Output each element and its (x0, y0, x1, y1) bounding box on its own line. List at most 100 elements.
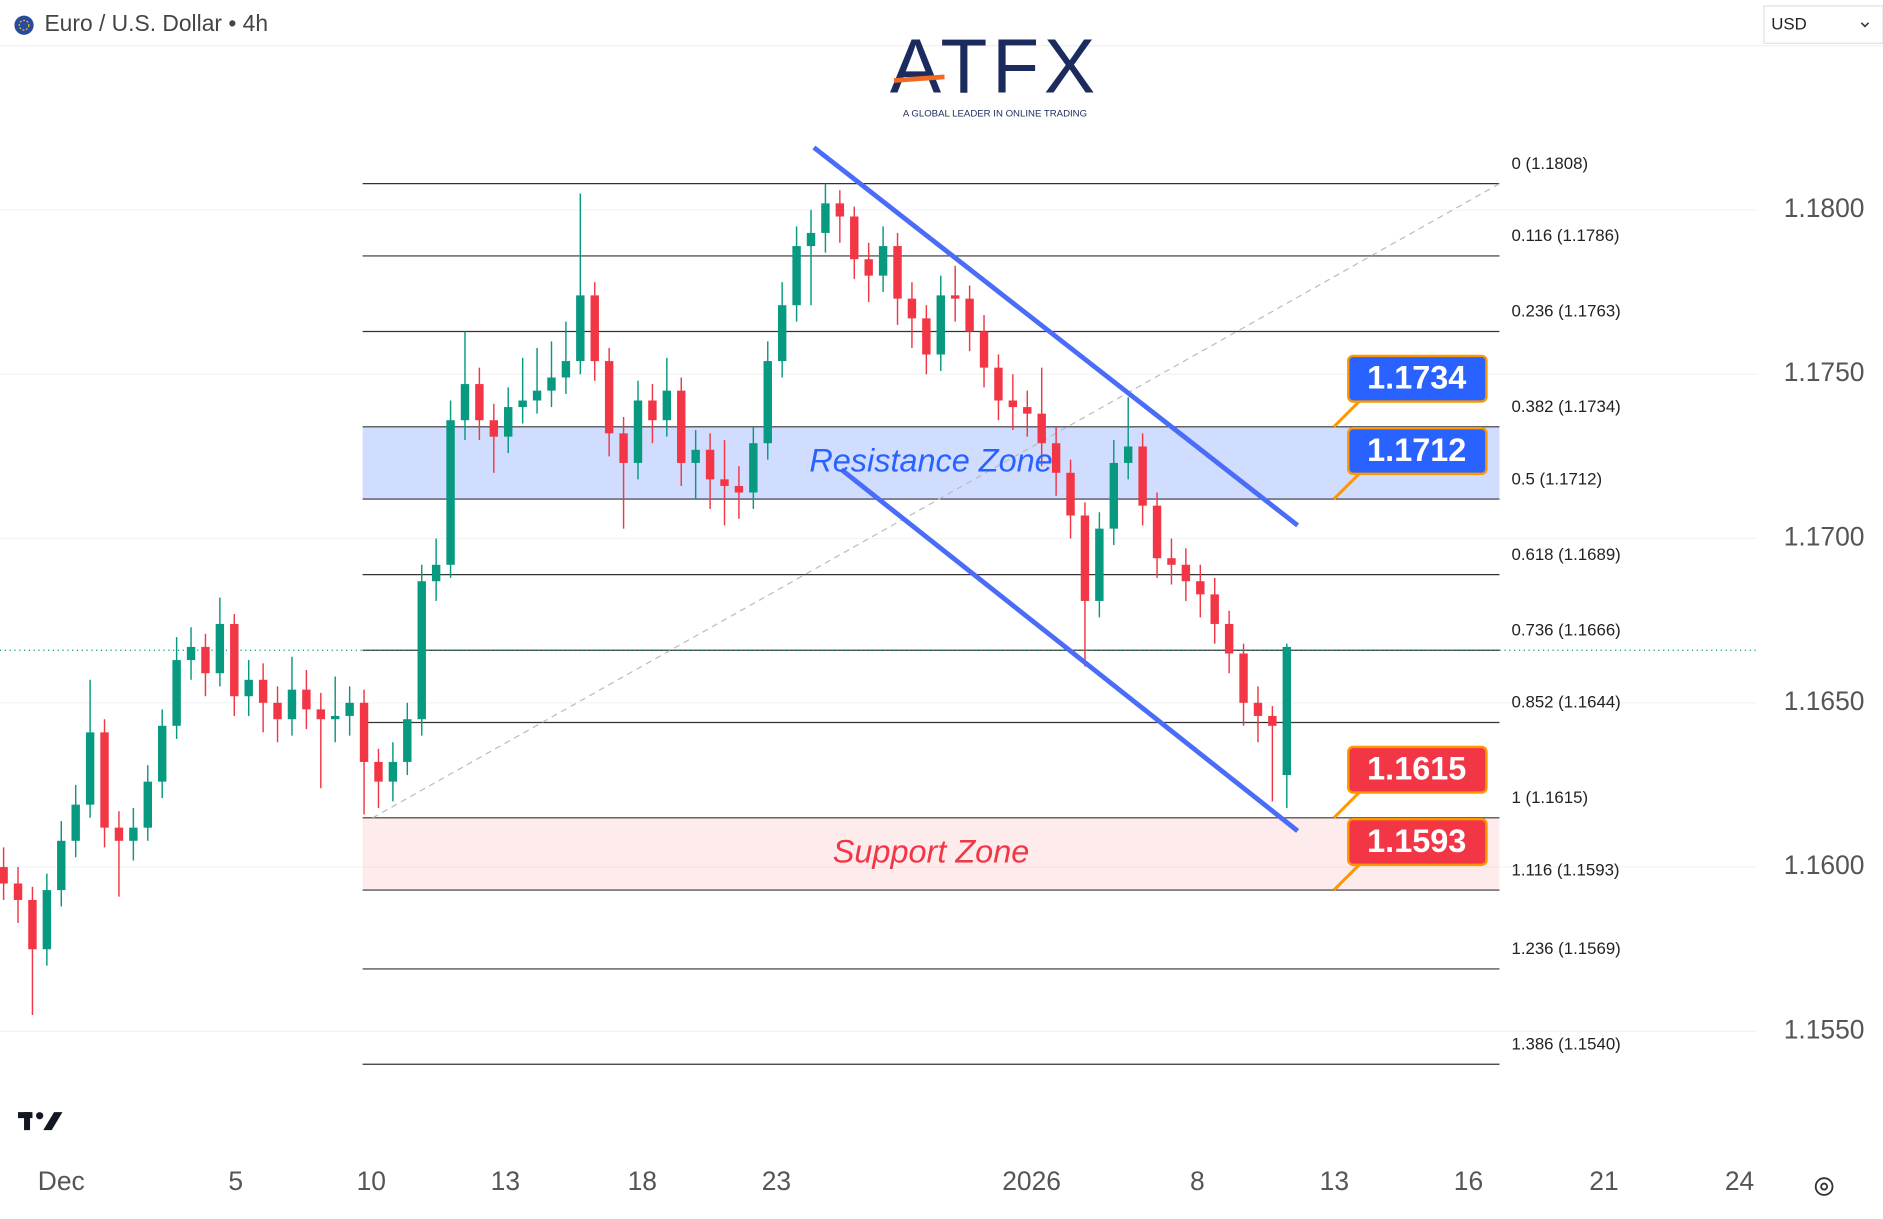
settings-icon[interactable] (1814, 1177, 1834, 1196)
candle-body (1095, 528, 1104, 601)
candle-body (504, 407, 513, 437)
symbol-icon-stars (18, 19, 30, 31)
candle-body (979, 331, 989, 368)
candle-body (518, 400, 527, 408)
candle-body (1181, 564, 1191, 582)
candle-body (172, 660, 181, 726)
candle-body (258, 679, 268, 703)
candle-body (446, 420, 455, 565)
candle-body (691, 449, 700, 463)
candle-body (316, 709, 326, 720)
settings-hub[interactable] (1820, 1182, 1829, 1191)
candle-body (460, 384, 470, 421)
symbol-icon (14, 15, 34, 35)
candle-body (1196, 581, 1205, 595)
fib-label: 0.5 (1.1712) (1511, 469, 1602, 488)
candle-body (143, 781, 152, 828)
price-tag (1347, 354, 1488, 403)
x-tick-label: 13 (1320, 1166, 1349, 1196)
price-tag (1347, 818, 1488, 867)
y-tick-label: 1.1650 (1784, 686, 1865, 716)
candle-body (662, 390, 672, 421)
logo-name: ATFX (890, 23, 1100, 109)
tradingview-logo (18, 1112, 63, 1131)
candle-body (1268, 715, 1277, 726)
fib-label: 1.386 (1.1540) (1511, 1034, 1620, 1053)
candle-body (590, 295, 599, 362)
x-tick-label: 24 (1725, 1166, 1754, 1196)
candle-body (1066, 472, 1075, 516)
candle-body (907, 298, 917, 319)
price-tag (1347, 745, 1488, 794)
candle-body (720, 479, 729, 486)
candle-body (1239, 653, 1248, 703)
candle-body (388, 761, 398, 782)
fib-label: 0.382 (1.1734) (1511, 397, 1620, 416)
fib-label: 0.852 (1.1644) (1511, 693, 1620, 712)
y-tick-label: 1.1700 (1784, 521, 1865, 551)
candle-body (547, 377, 556, 391)
logo-tagline: A GLOBAL LEADER IN ONLINE TRADING (903, 109, 1087, 120)
candle-body (302, 689, 311, 710)
candle-body (1152, 505, 1162, 559)
price-tag-connector (1332, 399, 1362, 428)
price-tag-connector (1332, 471, 1362, 501)
zone (362, 426, 1500, 500)
candle-body (1167, 558, 1176, 565)
candle-body (648, 400, 657, 421)
fib-label: 1 (1.1615) (1511, 788, 1588, 807)
x-tick-label: 16 (1454, 1166, 1483, 1196)
candle-body (129, 827, 138, 841)
candle-body (777, 305, 787, 362)
fib-label: 1.116 (1.1593) (1511, 860, 1619, 879)
plot (0, 145, 1757, 1065)
candle-body (532, 390, 542, 401)
candle-body (835, 203, 845, 217)
candle-body (273, 702, 282, 720)
price-tag (1347, 427, 1488, 476)
candle-body (749, 443, 758, 493)
channel-line (812, 145, 1300, 528)
candle-body (28, 899, 37, 950)
y-tick-label: 1.1550 (1784, 1014, 1865, 1044)
candle-body (806, 232, 816, 247)
fib-label: 1.236 (1.1569) (1511, 939, 1620, 958)
price-tag-label: 1.1615 (1367, 751, 1466, 787)
y-tick-label: 1.1800 (1784, 193, 1865, 223)
candle-body (489, 420, 499, 437)
price-tag-connector (1332, 790, 1362, 819)
candle-body (114, 827, 124, 841)
candle-body (403, 719, 412, 762)
candle-body (950, 295, 960, 299)
candle-body (792, 246, 801, 306)
channel-line (839, 467, 1300, 833)
price-tag-label: 1.1734 (1367, 360, 1466, 396)
fib-label: 0.116 (1.1786) (1511, 226, 1619, 245)
candle-body (1008, 400, 1018, 408)
y-tick-label: 1.1600 (1784, 850, 1865, 880)
candle-body (763, 361, 772, 444)
candle-body (431, 564, 441, 582)
tv-logo-part (24, 1112, 31, 1131)
zone-label: Resistance Zone (809, 442, 1052, 478)
candle-body (345, 702, 354, 716)
candle-body (186, 646, 196, 661)
candle-body (705, 449, 715, 480)
currency-caret (1860, 22, 1870, 28)
candle-body (821, 203, 830, 233)
fib-label: 0 (1.1808) (1511, 154, 1588, 173)
candle-body (0, 867, 8, 884)
tv-logo-part (36, 1112, 44, 1120)
candle-body (1224, 623, 1234, 654)
candle-body (576, 295, 585, 362)
candle-body (677, 390, 686, 463)
price-tag-label: 1.1593 (1367, 823, 1466, 859)
fib-label: 0.736 (1.1666) (1511, 620, 1620, 639)
currency-label[interactable]: USD (1771, 15, 1806, 34)
fib-label: 0.618 (1.1689) (1511, 545, 1620, 564)
settings-ring[interactable] (1814, 1177, 1834, 1196)
x-tick-label: 2026 (1002, 1166, 1061, 1196)
logo-accent (893, 74, 945, 83)
